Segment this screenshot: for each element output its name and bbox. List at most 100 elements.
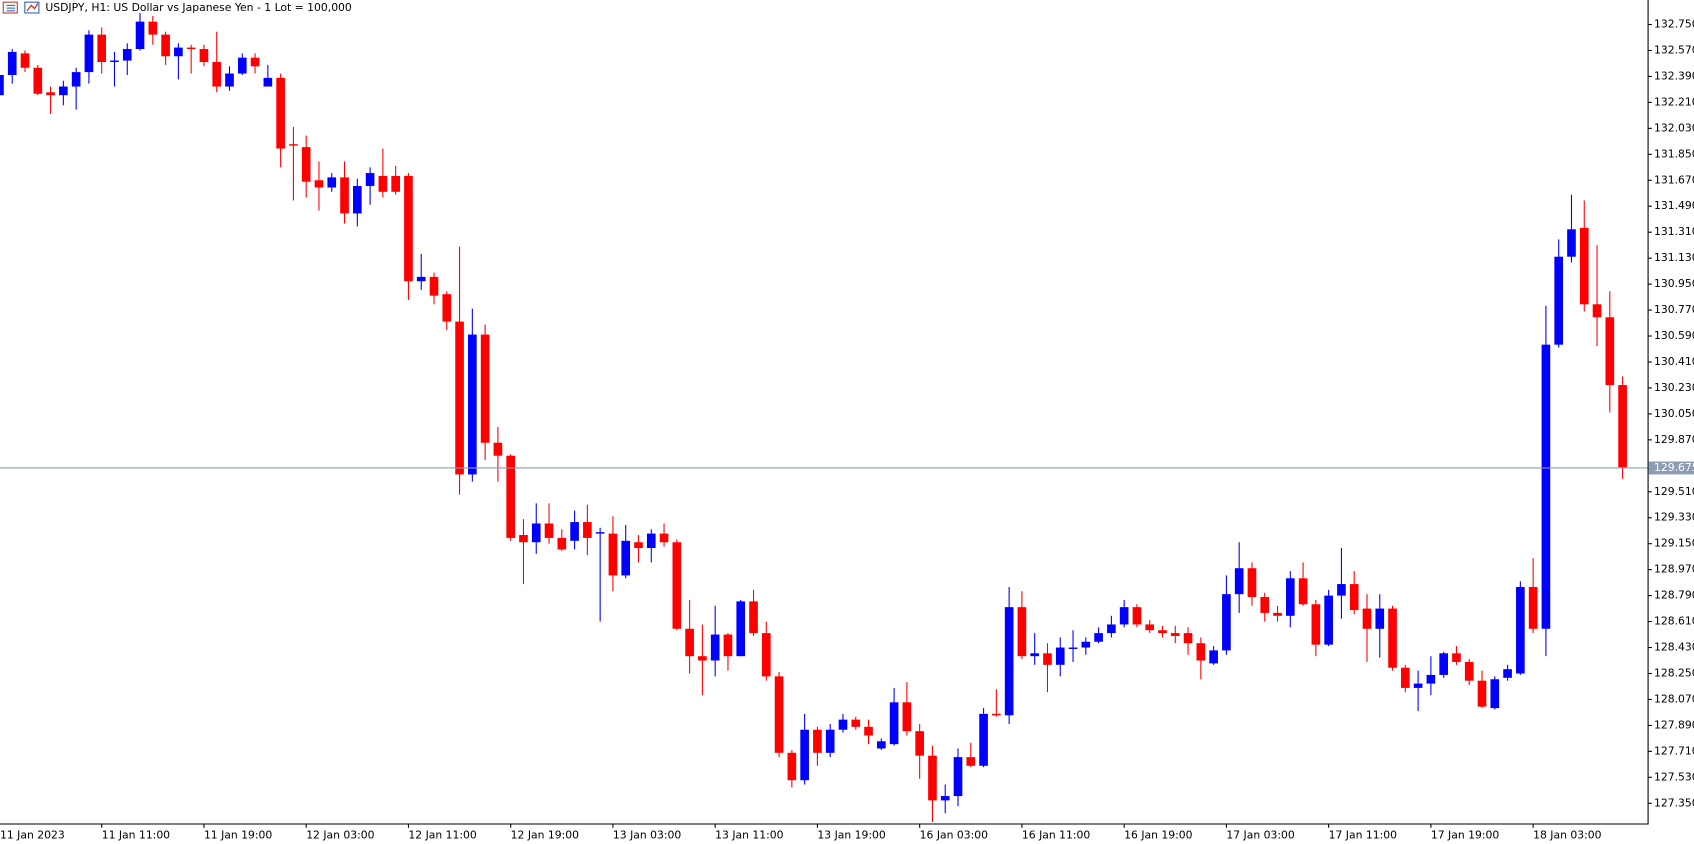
candle-body [480, 334, 490, 443]
candle-body [442, 294, 452, 322]
y-tick-label: 127.710 [1654, 744, 1694, 757]
candle-body [110, 60, 119, 63]
candle-body [723, 634, 733, 657]
candle-body [327, 177, 337, 188]
candle-body [519, 535, 528, 543]
candle-body [1260, 597, 1270, 613]
y-tick-label: 131.670 [1654, 173, 1694, 186]
candle-body [1068, 647, 1078, 649]
candle-body [1311, 604, 1321, 645]
candle-body [659, 533, 669, 543]
candle-body [1196, 643, 1206, 661]
candle-body [672, 542, 682, 629]
candle-body [928, 755, 937, 801]
candle-body [1516, 586, 1525, 674]
candle-body [1043, 653, 1052, 665]
y-tick-label: 130.770 [1654, 303, 1694, 316]
candle-body [1464, 661, 1474, 681]
x-tick-label: 13 Jan 03:00 [613, 828, 681, 841]
candle-body [621, 540, 631, 576]
candle-body [1567, 229, 1576, 257]
candle-body [314, 180, 324, 188]
candle-body [851, 719, 861, 727]
candle-body [84, 34, 94, 73]
y-tick-label: 130.590 [1654, 329, 1694, 342]
candle-body [20, 53, 30, 68]
x-tick-label: 16 Jan 03:00 [920, 828, 988, 841]
candle-body [915, 731, 924, 756]
y-tick-label: 132.570 [1654, 43, 1694, 56]
candle-body [1158, 630, 1167, 634]
candle-body [1541, 344, 1551, 629]
candle-body [544, 523, 554, 538]
candle-body [1222, 594, 1231, 651]
candle-body [1490, 679, 1500, 709]
x-tick-label: 12 Jan 19:00 [511, 828, 579, 841]
chart-title: USDJPY, H1: US Dollar vs Japanese Yen - … [45, 1, 352, 14]
candle-body [595, 532, 605, 534]
y-tick-label: 132.030 [1654, 121, 1694, 134]
y-tick-label: 129.330 [1654, 511, 1694, 524]
candle-body [902, 702, 912, 732]
candle-body [570, 522, 579, 541]
candle-body [966, 757, 976, 766]
y-tick-label: 129.870 [1654, 433, 1694, 446]
y-tick-label: 131.310 [1654, 225, 1694, 238]
candle-body [7, 51, 17, 75]
candle-body [1401, 667, 1410, 688]
candle-body [1094, 633, 1103, 642]
x-tick-label: 16 Jan 11:00 [1022, 828, 1090, 841]
icon-chart[interactable] [24, 1, 40, 14]
candle-body [135, 21, 145, 50]
y-tick-label: 130.050 [1654, 407, 1694, 420]
candle-body [1004, 607, 1014, 716]
current-price-box [1648, 461, 1694, 475]
candle-body [1030, 653, 1040, 657]
candle-body [301, 147, 311, 182]
candle-body [263, 77, 273, 87]
candle-body [1132, 607, 1142, 625]
candle-body [212, 62, 222, 87]
candle-body [1592, 304, 1602, 318]
candle-body [1337, 584, 1346, 596]
candle-body [685, 628, 694, 657]
candle-body [391, 175, 400, 192]
candle-body [1324, 595, 1333, 645]
candle-body [813, 729, 822, 753]
y-tick-label: 128.430 [1654, 641, 1694, 654]
candle-body [1209, 650, 1218, 664]
candle-body [940, 796, 950, 801]
candle-body [506, 455, 516, 538]
x-tick-label: 12 Jan 11:00 [408, 828, 476, 841]
candle-body [877, 741, 886, 749]
candle-body [1183, 633, 1193, 644]
toolbar-icons [2, 1, 40, 14]
y-tick-label: 128.250 [1654, 666, 1694, 679]
candle-body [276, 77, 285, 149]
candle-body [71, 72, 81, 87]
candle-body [493, 442, 503, 456]
candle-body [634, 542, 643, 549]
candle-body [455, 321, 464, 475]
y-tick-label: 128.070 [1654, 692, 1694, 705]
candle-body [468, 334, 477, 475]
candle-body [365, 173, 375, 187]
candle-body [1375, 608, 1385, 629]
candle-body [1413, 683, 1423, 688]
y-tick-label: 127.530 [1654, 770, 1694, 783]
x-tick-label: 13 Jan 19:00 [817, 828, 885, 841]
candle-body [787, 752, 797, 781]
candle-body [1145, 624, 1155, 631]
y-tick-label: 132.750 [1654, 18, 1694, 31]
candle-body [1528, 586, 1538, 629]
candle-body [33, 67, 43, 94]
candle-body [237, 57, 247, 74]
candle-body [199, 49, 209, 63]
candle-body [646, 533, 656, 549]
candle-body [174, 47, 183, 57]
candle-body [1285, 578, 1295, 616]
candle-body [1273, 612, 1282, 616]
candle-body [225, 73, 234, 87]
candle-body [59, 86, 68, 96]
